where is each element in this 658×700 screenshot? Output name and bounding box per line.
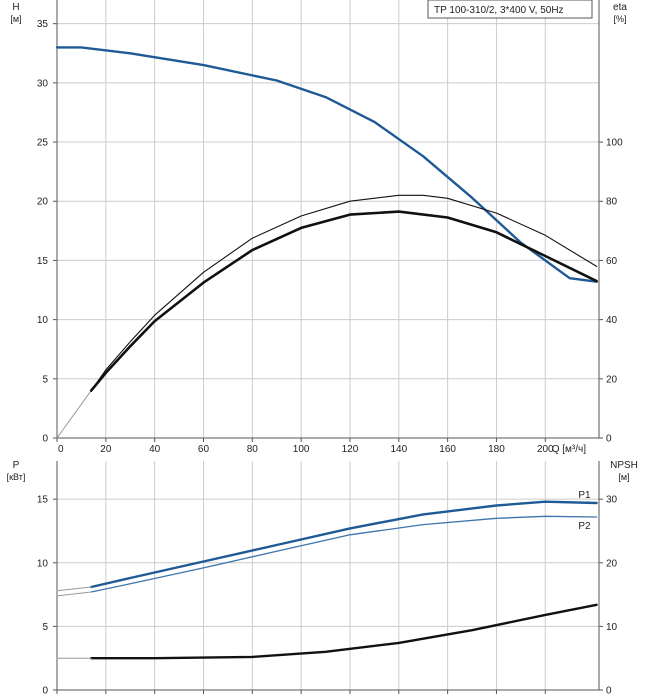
right-tick-label: 100 [606, 138, 623, 149]
x-tick-label: 200 [537, 444, 554, 455]
right-tick-label: 10 [606, 622, 618, 633]
series-label-p2: P2 [578, 521, 591, 532]
series-label-p1: P1 [578, 490, 591, 501]
left-tick-label: 10 [37, 315, 49, 326]
series-line-2 [89, 210, 598, 392]
right-tick-label: 60 [606, 256, 618, 267]
legend-box: TP 100-310/2, 3*400 V, 50Hz [427, 0, 593, 19]
right-tick-label: 0 [606, 434, 612, 445]
left-tick-label: 0 [42, 434, 48, 445]
left-tick-label: 30 [37, 78, 49, 89]
series-line-3 [90, 194, 598, 392]
left-tick-label: 15 [37, 256, 49, 267]
left-tick-label: 0 [42, 686, 48, 697]
series-line-2 [90, 603, 598, 660]
right-tick-label: 80 [606, 197, 618, 208]
chart-top: 0 5 10 15 20 25 30 35 0 20 40 60 80 100 0 20 40 60 80 100 12… [10, 0, 627, 455]
grid [57, 461, 599, 690]
legend-frame [427, 0, 593, 19]
left-tick-label: 20 [37, 197, 49, 208]
right-axis-unit: [%] [613, 14, 626, 24]
right-axis-unit: [м] [618, 472, 629, 482]
x-tick-label: 160 [439, 444, 456, 455]
left-axis-unit: [кВт] [7, 472, 26, 482]
x-tick-label: 20 [100, 444, 112, 455]
x-tick-label: 60 [198, 444, 210, 455]
left-axis-unit: [м] [10, 14, 21, 24]
left-tick-label: 5 [42, 374, 48, 385]
right-axis-title: eta [613, 2, 627, 13]
series-line-1 [56, 390, 92, 439]
right-tick-label: 30 [606, 495, 618, 506]
x-tick-label: 100 [293, 444, 310, 455]
x-tick-label: 140 [390, 444, 407, 455]
x-tick-label: 120 [342, 444, 359, 455]
series-line-4 [56, 591, 92, 597]
left-axis-title: P [13, 460, 20, 471]
series-line-3 [56, 586, 92, 592]
right-tick-label: 20 [606, 558, 618, 569]
left-axis-title: H [12, 2, 19, 13]
x-tick-label: 40 [149, 444, 161, 455]
chart-bottom: 0 5 10 15 0 10 20 30 P[кВт] NPSH[м] P1 P2 [7, 460, 638, 697]
series-line-p1 [90, 500, 598, 589]
x-axis-title: Q [м³/ч] [552, 444, 587, 455]
x-tick-label: 0 [58, 444, 64, 455]
right-tick-label: 0 [606, 686, 612, 697]
left-tick-label: 15 [37, 495, 49, 506]
right-tick-label: 40 [606, 315, 618, 326]
left-tick-label: 5 [42, 622, 48, 633]
left-tick-label: 35 [37, 19, 49, 30]
left-tick-label: 10 [37, 558, 49, 569]
right-axis-title: NPSH [610, 460, 638, 471]
series-line-p2 [90, 515, 598, 593]
grid [57, 0, 599, 438]
left-tick-label: 25 [37, 138, 49, 149]
right-tick-label: 20 [606, 374, 618, 385]
x-tick-label: 80 [247, 444, 259, 455]
legend-text: TP 100-310/2, 3*400 V, 50Hz [434, 5, 564, 16]
x-tick-label: 180 [488, 444, 505, 455]
